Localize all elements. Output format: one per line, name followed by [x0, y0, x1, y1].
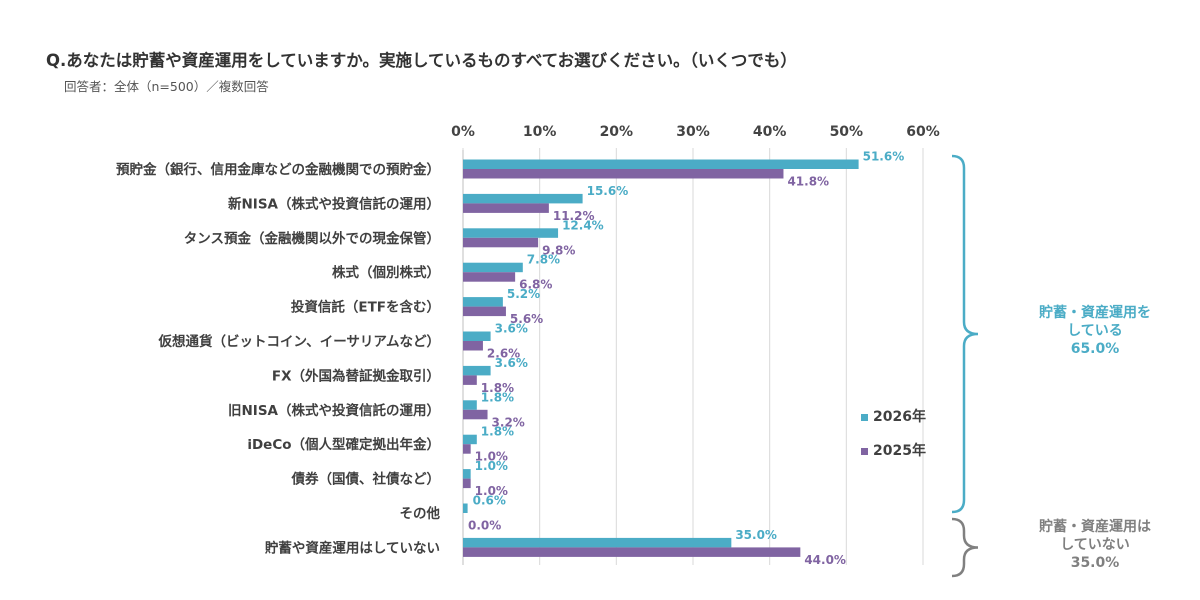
bracket-doing: [951, 154, 979, 514]
bar-2026: [463, 400, 477, 410]
bracket-not-doing: [951, 517, 979, 578]
data-label-2025: 41.8%: [787, 175, 829, 189]
x-tick-label: 50%: [830, 124, 864, 140]
bar-2026: [463, 159, 859, 169]
data-label-2025: 11.2%: [553, 209, 595, 223]
legend-swatch-2025: [861, 448, 868, 455]
data-label-2026: 7.8%: [527, 253, 560, 267]
data-label-2025: 3.2%: [492, 415, 525, 429]
brackets: [951, 154, 979, 578]
legend-swatch-2026: [861, 414, 868, 421]
category-label: 新NISA（株式や投資信託の運用）: [228, 195, 440, 212]
data-label-2026: 12.4%: [562, 218, 604, 232]
bar-2025: [463, 478, 471, 489]
x-tick-label: 40%: [753, 124, 787, 140]
bar-2025: [463, 169, 784, 179]
annotation-doing-line2: している: [1067, 323, 1123, 339]
bars: [463, 159, 859, 557]
chart-title: Q.あなたは貯蓄や資産運用をしていますか。実施しているものすべてお選びください。…: [46, 51, 797, 70]
bar-2025: [463, 409, 488, 420]
data-label-2025: 6.8%: [519, 278, 552, 292]
bar-2025: [463, 547, 801, 557]
data-label-2025: 1.0%: [475, 450, 508, 464]
data-label-2026: 15.6%: [587, 184, 629, 198]
category-label: タンス預金（金融機関以外での現金保管）: [184, 230, 440, 247]
legend: 2026年 2025年: [861, 408, 926, 459]
bar-2026: [463, 228, 559, 238]
legend-label-2025: 2025年: [873, 442, 926, 459]
category-label: 投資信託（ETFを含む）: [291, 299, 440, 316]
annotation-doing: 貯蓄・資産運用を している 65.0%: [1000, 304, 1190, 358]
category-label: 債券（国債、社債など）: [291, 471, 441, 488]
data-label-2026: 1.0%: [475, 459, 508, 473]
data-label-2026: 51.6%: [863, 150, 905, 164]
data-label-2025: 1.0%: [475, 484, 508, 498]
data-label-2025: 1.8%: [481, 381, 514, 395]
legend-label-2026: 2026年: [873, 408, 926, 425]
x-axis-ticks: 0% 10% 20% 30% 40% 50% 60%: [451, 124, 940, 140]
bar-2025: [463, 203, 549, 213]
x-tick-label: 20%: [600, 124, 634, 140]
bar-2025: [463, 375, 477, 385]
bar-2025: [463, 237, 539, 248]
data-label-2025: 2.6%: [487, 347, 520, 361]
x-tick-label: 10%: [523, 124, 557, 140]
bar-2025: [463, 306, 506, 317]
bar-2026: [463, 331, 491, 341]
bar-2026: [463, 469, 471, 479]
data-label-2026: 5.2%: [507, 287, 540, 301]
data-label-2025: 0.0%: [468, 519, 501, 533]
data-labels: 51.6% 41.8% 15.6% 11.2%12.4% 9.8%7.8% 6.8%5.2…: [468, 150, 904, 567]
bar-2025: [463, 272, 516, 282]
chart-subtitle: 回答者：全体（n=500）／複数回答: [64, 79, 269, 94]
data-label-2025: 9.8%: [542, 243, 575, 257]
data-label-2026: 1.8%: [481, 425, 514, 439]
annotation-not-doing-line2: していない: [1060, 537, 1130, 553]
data-label-2025: 5.6%: [510, 312, 543, 326]
category-label: 仮想通貨（ビットコイン、イーサリアムなど）: [158, 333, 440, 350]
data-label-2026: 35.0%: [735, 528, 777, 542]
data-label-2026: 0.6%: [473, 494, 506, 508]
annotation-doing-value: 65.0%: [1070, 341, 1120, 357]
bar-2025: [463, 444, 471, 454]
x-tick-label: 60%: [906, 124, 940, 140]
annotation-not-doing-line1: 貯蓄・資産運用は: [1039, 519, 1151, 535]
category-label: その他: [400, 505, 441, 522]
data-label-2025: 44.0%: [804, 553, 846, 567]
category-labels: 預貯金（銀行、信用金庫などの金融機関での預貯金） 新NISA（株式や投資信託の運用…: [116, 161, 440, 556]
bar-2026: [463, 297, 503, 307]
annotation-not-doing: 貯蓄・資産運用は していない 35.0%: [1000, 518, 1190, 572]
bar-2025: [463, 341, 483, 351]
category-label: 貯蓄や資産運用はしていない: [265, 539, 440, 556]
category-label: iDeCo（個人型確定拠出年金）: [247, 436, 440, 453]
x-tick-label: 30%: [676, 124, 710, 140]
gridlines: [462, 148, 924, 565]
data-label-2026: 3.6%: [495, 322, 528, 336]
category-label: 預貯金（銀行、信用金庫などの金融機関での預貯金）: [116, 161, 440, 178]
data-label-2026: 1.8%: [481, 390, 514, 404]
bar-2026: [463, 537, 732, 548]
data-label-2026: 3.6%: [495, 356, 528, 370]
bar-2026: [463, 434, 477, 445]
bar-2026: [463, 365, 491, 376]
annotation-doing-line1: 貯蓄・資産運用を: [1039, 305, 1151, 321]
bar-2026: [463, 503, 468, 513]
category-label: 株式（個別株式）: [332, 264, 440, 281]
bar-2026: [463, 193, 583, 204]
bar-2026: [463, 262, 523, 273]
category-label: FX（外国為替証拠金取引）: [272, 367, 440, 384]
category-label: 旧NISA（株式や投資信託の運用）: [228, 402, 440, 419]
x-tick-label: 0%: [451, 124, 475, 140]
annotation-not-doing-value: 35.0%: [1070, 555, 1120, 571]
